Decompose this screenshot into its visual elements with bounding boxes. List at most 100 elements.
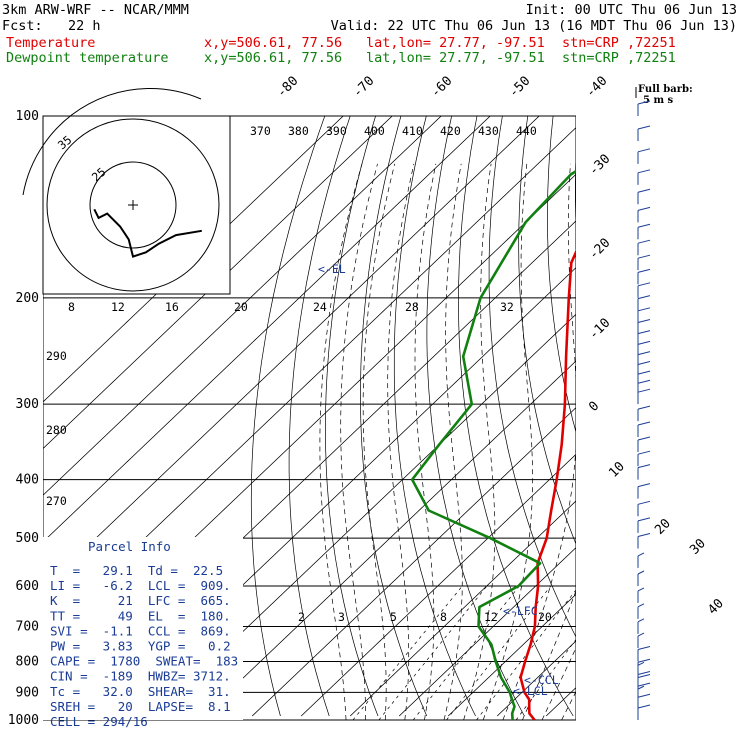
wind-barb [637,282,651,298]
pressure-tick-label: 500 [16,531,39,546]
isotherm-tick-label: -40 [583,74,610,101]
isotherm-line [300,453,576,717]
moist-adiabat-line [340,163,378,720]
moist-adiabat-line [541,647,576,720]
wind-barb [637,587,645,603]
dry-adiabat-labels: 290 280 270 [46,349,67,508]
mixing-ratio-line [476,589,576,720]
isotherm-line [43,116,344,403]
wind-barb-flag [637,673,651,678]
dry-adiabat-line [705,116,740,716]
parcel-info-row: LI = -6.2 LCL = 909. [50,578,231,593]
wind-barb [637,532,651,549]
parcel-info-panel: Parcel Info T = 29.1 Td = 22.5LI = -6.2 … [43,537,243,729]
wind-barb-flag [637,670,651,675]
hodograph-trace [93,208,202,258]
profile-line-dewpoint-temperature [410,169,576,720]
mixing-ratio-label-upper: 24 [313,300,327,314]
dry-adiabat-line [603,116,740,716]
init-time: Init: 00 UTC Thu 06 Jun 13 [526,2,737,18]
wind-barb-flag [637,379,651,384]
parcel-info-row: PW = 3.83 YGP = 0.2 [50,639,231,654]
theta-label: 370 [250,124,271,138]
mixing-ratio-label-upper: 20 [234,300,248,314]
isotherm-tick-label: -50 [506,74,533,101]
wind-barb-flag [637,500,651,505]
profile-line-temperature [519,248,576,720]
wind-barb-flag [637,330,651,335]
mixing-ratio-label-lower: 12 [484,610,498,624]
mixing-ratio-label-lower: 8 [440,610,447,624]
parcel-info-row: K = 21 LFC = 665. [50,593,231,608]
wind-barb-flag [637,370,651,375]
isotherm-line [251,407,576,717]
wind-barb-flag [637,351,651,356]
pressure-tick-label: 1000 [8,713,39,728]
parcel-info-title: Parcel Info [88,539,171,554]
isotherm-tick-label: -30 [586,152,613,179]
wind-barb [637,552,645,568]
wind-barb-flag [637,307,651,312]
wind-barb-flag [637,483,651,488]
wind-barb [637,405,651,422]
wind-barb [637,632,645,649]
wind-barb-flag [637,206,651,211]
pressure-tick-label: 100 [16,109,39,124]
wind-barb-flag [637,361,651,366]
isotherm-tick-label: 10 [606,459,628,481]
wind-barb-flag [637,618,645,623]
wind-barb [637,645,651,662]
wind-barb-flag [637,318,651,323]
wind-barb [637,148,651,164]
wind-barb-flag [637,268,651,273]
wind-barb [637,704,651,720]
parcel-info-row: TT = 49 EL = 180. [50,608,231,623]
wind-barb-flag [637,532,651,537]
wind-barb-flag [637,169,651,174]
lcl-marker: <-LCL [513,684,548,698]
isotherm-tick-label: 20 [652,516,674,538]
wind-barb [637,421,651,438]
isotherm-labels: -80 -70 -60 -50 -40 -30 -20 -10 0 10 20 30 40 [274,74,727,618]
dry-adiabat-line [518,116,576,545]
wind-barb-flag [637,552,645,557]
dry-adiabat-line [488,116,576,638]
parcel-info-row: CAPE = 1780 SWEAT= 183 [50,654,238,669]
theta-label: 390 [326,124,347,138]
hodograph-ring-outer [22,88,202,196]
legend-temperature-xy: x,y=506.61, 77.56 [204,35,342,51]
wind-barb [637,570,645,587]
wind-barb-flag [637,603,645,608]
isotherm-tick-label: -70 [350,74,377,101]
moist-adiabat-line [463,163,496,720]
isotherm-tick-label: -80 [274,74,301,101]
wind-barb [637,318,651,335]
dry-adiabat-line [393,116,476,717]
isotherm-line [398,547,576,717]
wind-barb-flag [637,295,651,300]
parcel-info-row: CELL = 294/16 [50,714,148,729]
wind-barb [637,125,651,142]
wind-barb [637,254,651,271]
pressure-tick-label: 300 [16,397,39,412]
moist-adiabat-line [522,590,576,720]
dry-adiabat-label: 290 [46,349,67,363]
isotherm-line [202,360,576,717]
isotherm-line [595,116,740,716]
parcel-info-row: SREH = 20 LAPSE= 8.1 [50,699,231,714]
dry-adiabat-line [731,116,740,716]
mixing-ratio-label-upper: 28 [405,300,419,314]
valid-time: Valid: 22 UTC Thu 06 Jun 13 (16 MDT Thu … [331,18,737,34]
parcel-info-row: T = 29.1 Td = 22.5 [50,563,223,578]
dry-adiabat-line [250,116,326,717]
pressure-tick-label: 400 [16,473,39,488]
dry-adiabat-line [360,116,428,717]
legend-dewpoint: Dewpoint temperature x,y=506.61, 77.56 l… [6,50,676,66]
wind-barb [637,223,651,240]
moist-adiabat-line [443,163,463,720]
hodograph-ring [89,161,177,249]
wind-barb-flag [637,405,651,410]
mixing-ratio-label-lower: 3 [338,610,345,624]
isotherm-line [447,593,576,717]
mixing-ratio-label-upper: 12 [111,300,125,314]
